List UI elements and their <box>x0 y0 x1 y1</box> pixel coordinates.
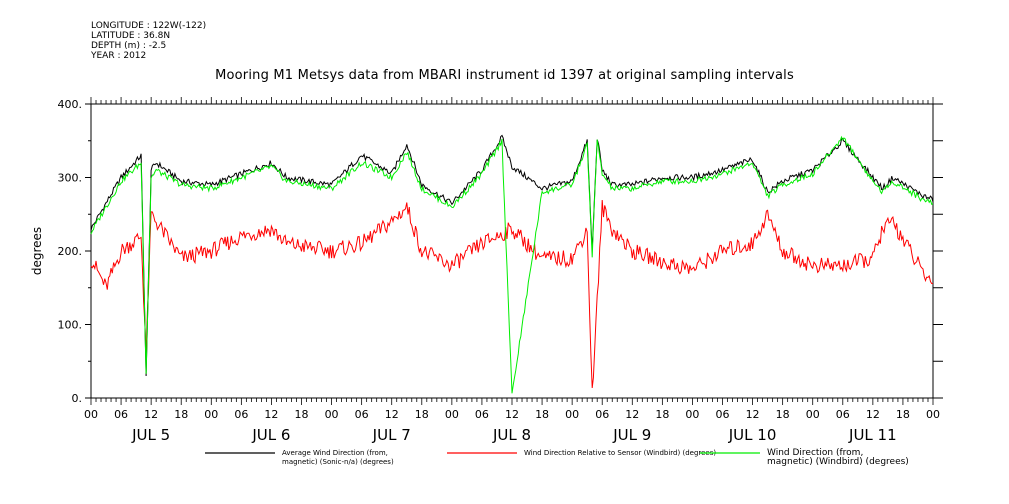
x-day-label: JUL 6 <box>251 426 290 444</box>
x-tick-label: 18 <box>295 408 309 421</box>
legend-label-1: Average Wind Direction (from, <box>282 449 388 457</box>
latitude-label: LATITUDE : 36.8N <box>91 31 171 41</box>
x-tick-label: 00 <box>565 408 579 421</box>
x-day-label: JUL 10 <box>728 426 777 444</box>
depth-label: DEPTH (m) : -2.5 <box>91 41 167 51</box>
x-tick-label: 00 <box>204 408 218 421</box>
x-day-label: JUL 11 <box>848 426 897 444</box>
y-tick-label: 100. <box>58 319 83 332</box>
y-tick-label: 0. <box>72 392 83 405</box>
x-tick-label: 06 <box>355 408 369 421</box>
x-tick-label: 00 <box>685 408 699 421</box>
y-tick-label: 200. <box>58 245 83 258</box>
x-tick-label: 00 <box>84 408 98 421</box>
x-tick-label: 06 <box>836 408 850 421</box>
x-tick-label: 00 <box>926 408 940 421</box>
x-tick-label: 18 <box>776 408 790 421</box>
x-tick-label: 00 <box>325 408 339 421</box>
legend-label-3: magnetic) (Windbird) (degrees) <box>767 457 909 467</box>
x-tick-label: 12 <box>505 408 519 421</box>
x-tick-label: 18 <box>896 408 910 421</box>
y-tick-label: 400. <box>58 98 83 111</box>
x-tick-label: 12 <box>625 408 639 421</box>
series-line-2 <box>90 199 934 389</box>
x-tick-label: 18 <box>174 408 188 421</box>
x-tick-label: 00 <box>806 408 820 421</box>
legend-label-3: Wind Direction (from, <box>767 448 863 458</box>
y-tick-label: 300. <box>58 172 83 185</box>
x-day-label: JUL 8 <box>492 426 531 444</box>
x-tick-label: 06 <box>234 408 248 421</box>
series-line-3 <box>90 135 934 394</box>
x-tick-label: 12 <box>385 408 399 421</box>
x-tick-label: 18 <box>415 408 429 421</box>
x-tick-label: 18 <box>655 408 669 421</box>
x-tick-label: 12 <box>746 408 760 421</box>
x-tick-label: 12 <box>866 408 880 421</box>
metadata-block: LONGITUDE : 122W(-122) LATITUDE : 36.8N … <box>91 21 206 61</box>
x-tick-label: 12 <box>264 408 278 421</box>
x-day-label: JUL 5 <box>131 426 170 444</box>
x-day-label: JUL 9 <box>612 426 651 444</box>
x-tick-label: 00 <box>445 408 459 421</box>
x-tick-label: 06 <box>595 408 609 421</box>
chart-title: Mooring M1 Metsys data from MBARI instru… <box>215 68 794 83</box>
x-day-label: JUL 7 <box>372 426 411 444</box>
x-tick-label: 18 <box>535 408 549 421</box>
y-axis-label: degrees <box>30 227 44 275</box>
legend-label-2: Wind Direction Relative to Sensor (Windb… <box>524 449 716 457</box>
year-label: YEAR : 2012 <box>91 51 147 61</box>
x-tick-label: 06 <box>716 408 730 421</box>
longitude-label: LONGITUDE : 122W(-122) <box>91 21 207 31</box>
x-tick-label: 06 <box>475 408 489 421</box>
legend: Average Wind Direction (from,magnetic) (… <box>205 448 909 467</box>
series-line-1 <box>90 134 934 377</box>
x-tick-label: 12 <box>144 408 158 421</box>
x-tick-label: 06 <box>114 408 128 421</box>
axes-layer: 0. 100. 200. 300. 400. 00 06 12 18 00 06 12 18 00 06 12… <box>58 97 943 444</box>
series-layer <box>90 134 934 394</box>
legend-label-1: magnetic) (Sonic-n/a) (degrees) <box>282 458 394 466</box>
